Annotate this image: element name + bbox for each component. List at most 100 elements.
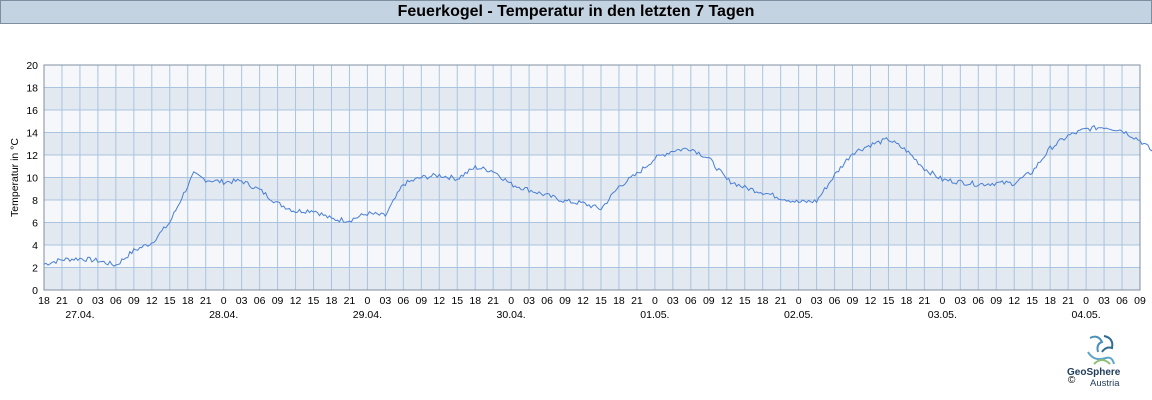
x-tick-label: 03 (523, 295, 535, 307)
x-tick-label: 15 (595, 295, 607, 307)
y-tick-label: 20 (26, 60, 38, 72)
y-tick-label: 16 (26, 105, 38, 117)
x-tick-label: 09 (990, 295, 1002, 307)
x-tick-label: 06 (1116, 295, 1128, 307)
x-tick-label: 12 (721, 295, 733, 307)
x-tick-label: 0 (221, 295, 227, 307)
y-tick-label: 4 (32, 240, 38, 252)
x-tick-label: 18 (182, 295, 194, 307)
y-band (44, 222, 1140, 245)
date-label: 28.04. (209, 309, 238, 321)
x-tick-label: 18 (901, 295, 913, 307)
x-tick-label: 0 (652, 295, 658, 307)
y-band (44, 245, 1140, 268)
x-tick-label: 12 (433, 295, 445, 307)
y-tick-label: 12 (26, 150, 38, 162)
x-tick-label: 12 (1008, 295, 1020, 307)
x-tick-label: 21 (487, 295, 499, 307)
y-tick-label: 10 (26, 173, 38, 185)
x-tick-label: 03 (380, 295, 392, 307)
y-axis-label: Temperatur in °C (9, 138, 21, 217)
x-tick-label: 03 (954, 295, 966, 307)
temperature-line (43, 124, 1152, 267)
x-tick-label: 15 (739, 295, 751, 307)
x-tick-label: 0 (508, 295, 514, 307)
y-tick-label: 14 (26, 128, 38, 140)
logo-name: GeoSphere (1067, 367, 1121, 378)
x-tick-label: 18 (613, 295, 625, 307)
x-tick-label: 09 (128, 295, 140, 307)
x-tick-label: 06 (829, 295, 841, 307)
x-tick-label: 21 (631, 295, 643, 307)
y-tick-label: 6 (32, 218, 38, 230)
date-label: 27.04. (65, 309, 94, 321)
y-band (44, 87, 1140, 110)
x-tick-label: 0 (77, 295, 83, 307)
x-tick-label: 21 (200, 295, 212, 307)
y-band (44, 177, 1140, 200)
y-band (44, 110, 1140, 133)
x-tick-label: 06 (972, 295, 984, 307)
x-tick-label: 06 (541, 295, 553, 307)
plot-frame (43, 64, 1141, 291)
x-tick-label: 15 (308, 295, 320, 307)
x-tick-label: 0 (364, 295, 370, 307)
geosphere-logo-icon (1087, 335, 1115, 365)
x-tick-label: 21 (775, 295, 787, 307)
x-tick-label: 09 (415, 295, 427, 307)
x-tick-label: 03 (92, 295, 104, 307)
x-tick-label: 03 (667, 295, 679, 307)
x-tick-label: 06 (398, 295, 410, 307)
x-tick-label: 06 (110, 295, 122, 307)
chart-title: Feuerkogel - Temperatur in den letzten 7… (397, 3, 755, 20)
x-tick-label: 18 (1044, 295, 1056, 307)
date-label: 29.04. (353, 309, 382, 321)
y-tick-label: 0 (32, 285, 38, 297)
x-tick-label: 15 (451, 295, 463, 307)
y-tick-label: 18 (26, 83, 38, 95)
x-tick-label: 12 (290, 295, 302, 307)
x-tick-label: 15 (164, 295, 176, 307)
x-tick-label: 18 (469, 295, 481, 307)
date-label: 02.05. (784, 309, 813, 321)
date-label: 03.05. (928, 309, 957, 321)
title-bar: Feuerkogel - Temperatur in den letzten 7… (0, 0, 1152, 24)
y-band (44, 267, 1140, 290)
y-band (44, 132, 1140, 155)
x-tick-label: 21 (919, 295, 931, 307)
x-tick-label: 03 (236, 295, 248, 307)
date-label: 01.05. (640, 309, 669, 321)
y-tick-label: 2 (32, 263, 38, 275)
x-tick-label: 12 (146, 295, 158, 307)
x-tick-label: 12 (577, 295, 589, 307)
x-tick-label: 21 (1062, 295, 1074, 307)
x-tick-label: 15 (883, 295, 895, 307)
copyright-mark: © (1068, 375, 1076, 386)
y-band (44, 65, 1140, 88)
x-tick-label: 18 (38, 295, 50, 307)
date-label: 04.05. (1071, 309, 1100, 321)
x-tick-label: 0 (1083, 295, 1089, 307)
x-tick-label: 09 (272, 295, 284, 307)
y-band (44, 200, 1140, 223)
date-label: 30.04. (497, 309, 526, 321)
y-band (44, 155, 1140, 178)
x-tick-label: 21 (56, 295, 68, 307)
x-tick-label: 06 (254, 295, 266, 307)
x-tick-label: 21 (344, 295, 356, 307)
x-tick-label: 09 (847, 295, 859, 307)
x-tick-label: 09 (559, 295, 571, 307)
x-tick-label: 18 (326, 295, 338, 307)
logo-subtitle: Austria (1090, 378, 1120, 389)
y-tick-label: 8 (32, 195, 38, 207)
x-tick-label: 18 (757, 295, 769, 307)
x-tick-label: 09 (703, 295, 715, 307)
x-tick-label: 03 (1098, 295, 1110, 307)
x-tick-label: 12 (865, 295, 877, 307)
x-tick-label: 0 (939, 295, 945, 307)
x-tick-label: 09 (1134, 295, 1146, 307)
x-tick-label: 0 (796, 295, 802, 307)
x-tick-label: 15 (1026, 295, 1038, 307)
x-tick-label: 03 (811, 295, 823, 307)
